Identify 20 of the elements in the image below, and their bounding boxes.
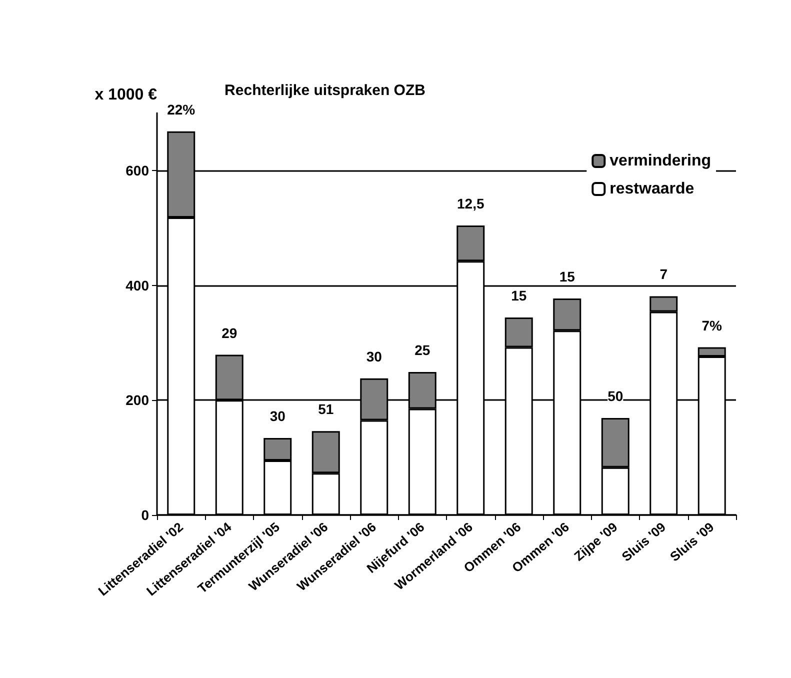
annotation: 29 (222, 324, 238, 341)
annotation: 12,5 (457, 196, 484, 212)
y-tick-label: 200 (126, 392, 150, 408)
annotation: 15 (511, 287, 527, 304)
annotation: 30 (366, 348, 382, 364)
annotation: 25 (414, 342, 430, 358)
y-tick-label: 600 (126, 162, 150, 178)
annotation: 7% (702, 317, 723, 334)
legend-label: restwaarde (610, 180, 694, 198)
legend-label: vermindering (610, 152, 711, 170)
chart-title: Rechterlijke uitspraken OZB (224, 82, 426, 99)
annotation: 30 (270, 408, 286, 424)
annotation: 15 (559, 268, 576, 284)
y-tick-label: 400 (126, 277, 150, 294)
annotation: 7 (660, 266, 668, 282)
y-axis-title: x 1000 € (94, 86, 158, 104)
annotation: 50 (608, 388, 624, 404)
annotation: 51 (318, 401, 334, 418)
annotation: 22% (167, 101, 196, 118)
y-tick-label: 0 (141, 507, 150, 523)
